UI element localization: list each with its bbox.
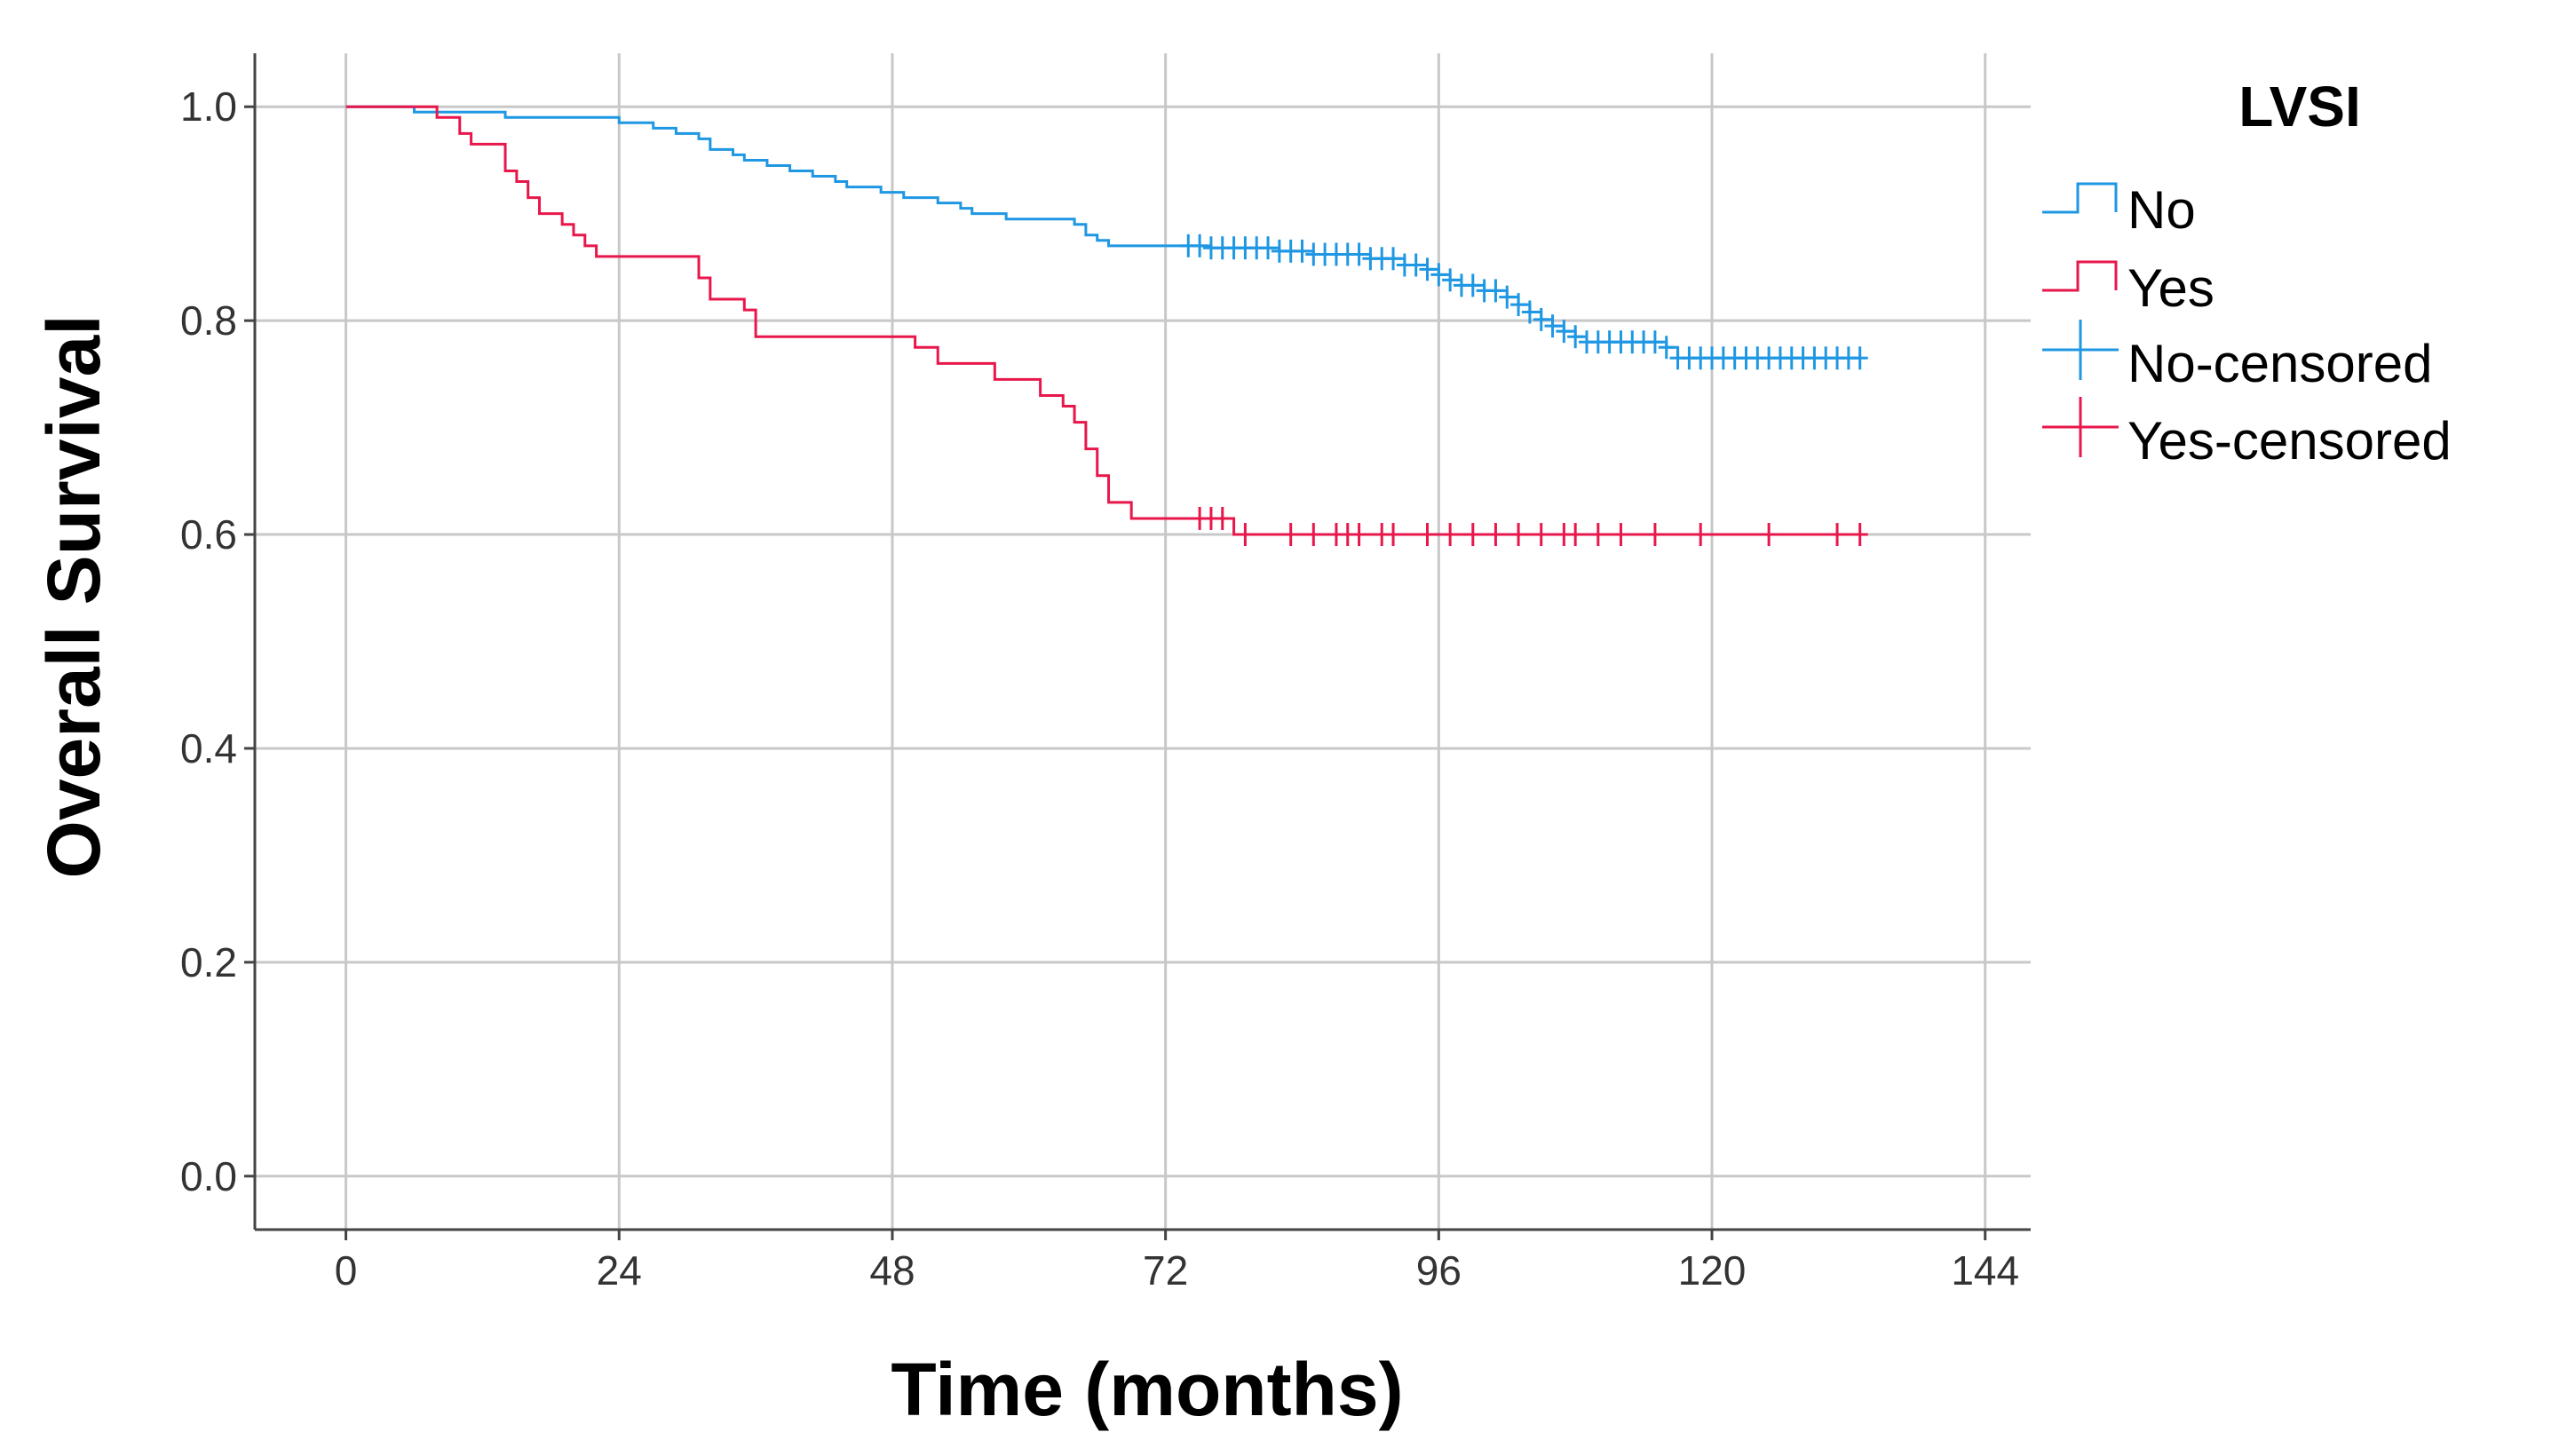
- legend-entry-no-censored: No-censored: [2042, 320, 2433, 393]
- x-tick-label-0: 0: [335, 1247, 358, 1294]
- censor-marks-no: [1180, 233, 1868, 370]
- x-axis-title: Time (months): [891, 1348, 1403, 1431]
- x-tick-label-6: 144: [1951, 1247, 2019, 1294]
- legend-label-yes: Yes: [2127, 258, 2214, 318]
- legend-swatch-yes: [2042, 260, 2118, 292]
- legend-title: LVSI: [2238, 75, 2361, 138]
- grid-lines: [255, 53, 2031, 1230]
- y-tick-label-5: 1.0: [180, 83, 237, 130]
- x-tick-label-3: 72: [1143, 1247, 1188, 1294]
- y-tick-label-3: 0.6: [180, 511, 237, 558]
- tick-labels: 0 24 48 72 96 120 144 0.0 0.2 0.4 0.6 0.8 1.0: [180, 83, 2019, 1294]
- legend-entries: No Yes No-censored Yes-censored: [2042, 180, 2452, 471]
- legend-label-no: No: [2127, 180, 2196, 240]
- y-axis-title: Overall Survival: [32, 314, 115, 878]
- y-tick-label-4: 0.8: [180, 297, 237, 344]
- censor-marks-yes: [1192, 506, 1868, 547]
- censor-marks: [1180, 233, 1868, 547]
- y-tick-label-0: 0.0: [180, 1153, 237, 1199]
- x-tick-label-5: 120: [1678, 1247, 1747, 1294]
- legend-swatch-no: [2042, 182, 2118, 214]
- axes: [253, 53, 2031, 1231]
- legend-entry-yes: Yes: [2042, 258, 2214, 318]
- legend-entry-no: No: [2042, 180, 2196, 240]
- y-tick-label-2: 0.4: [180, 725, 237, 772]
- legend-label-no-censored: No-censored: [2127, 334, 2433, 393]
- legend-entry-yes-censored: Yes-censored: [2042, 397, 2452, 471]
- x-tick-label-2: 48: [869, 1247, 915, 1294]
- y-tick-label-1: 0.2: [180, 939, 237, 985]
- survival-curve-yes: [345, 105, 1860, 536]
- legend: LVSI No Yes No-censored Yes-censored: [2042, 75, 2452, 471]
- x-tick-label-1: 24: [597, 1247, 642, 1294]
- x-tick-label-4: 96: [1416, 1247, 1462, 1294]
- legend-label-yes-censored: Yes-censored: [2127, 411, 2452, 471]
